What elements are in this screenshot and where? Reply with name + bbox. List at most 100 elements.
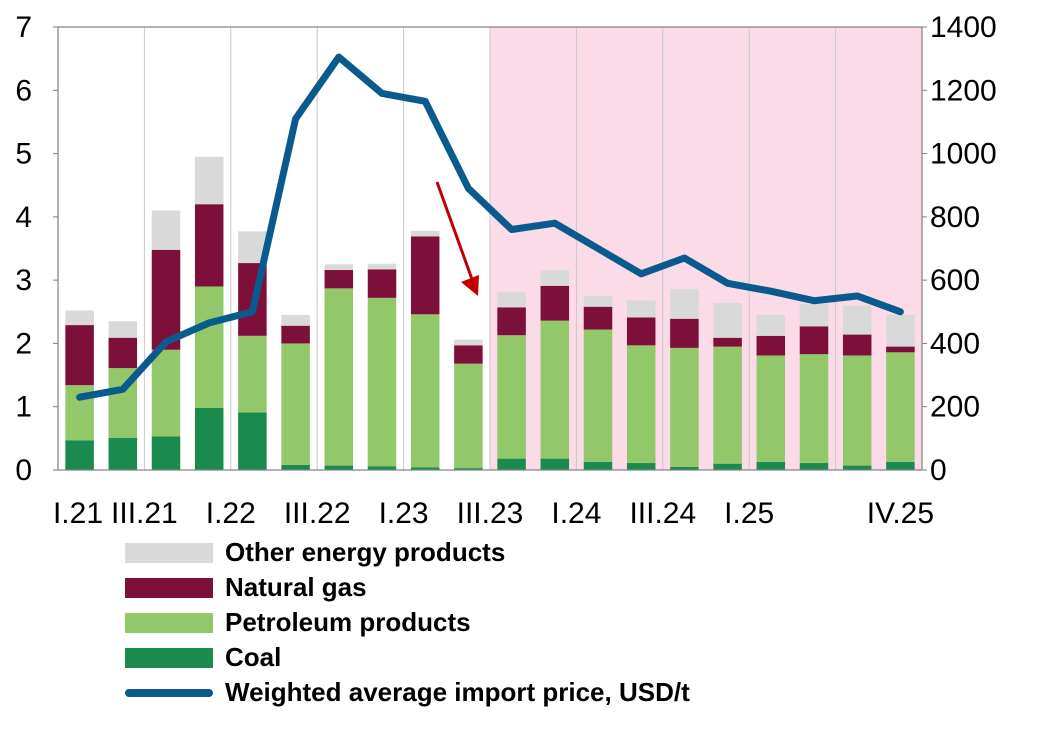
bar-coal [756,461,786,470]
y-right-tick-label: 1200 [930,74,997,107]
x-tick-label: III.24 [629,497,696,530]
legend-item-import-price: Weighted average import price, USD/t [125,675,690,710]
bar-coal [238,412,267,470]
y-left-tick-label: 3 [15,264,32,297]
legend: Other energy products Natural gas Petrol… [125,535,690,710]
legend-swatch-coal [125,647,213,668]
bar-petroleum [410,314,440,468]
legend-swatch-import-price [125,688,213,697]
bar-other-energy [670,289,699,319]
plot-frame [57,26,923,471]
bar-coal [194,407,224,470]
bar-other-energy [410,230,440,237]
x-tick-label: III.22 [284,497,351,530]
x-tick-label: I.21 [53,497,103,530]
bar-petroleum [886,352,915,462]
y-right-tick-label: 200 [930,391,980,424]
bar-coal [410,467,440,470]
legend-swatch-petroleum [125,612,213,633]
legend-swatch-other-energy [125,542,213,563]
bar-other-energy [281,314,310,326]
y-left-tick-label: 0 [15,454,32,487]
y-left-tick-label: 6 [15,74,32,107]
bar-coal [670,466,699,470]
legend-label-petroleum: Petroleum products [225,607,471,637]
bar-petroleum [583,329,613,462]
x-tick-label: III.21 [111,497,178,530]
x-tick-label: III.23 [457,497,524,530]
y-left-tick-label: 2 [15,327,32,360]
bar-petroleum [194,286,224,408]
annotation-arrow-shaft [435,181,475,283]
bar-natural-gas [842,334,872,356]
y-right-tick-label: 800 [930,201,980,234]
bar-coal [324,465,354,470]
bar-coal [454,468,483,470]
bar-coal [151,436,181,470]
bar-other-energy [194,156,224,205]
bar-coal [713,463,742,470]
bar-natural-gas [324,270,354,289]
bar-other-energy [756,314,786,336]
bar-natural-gas [65,325,94,386]
bar-petroleum [497,335,526,459]
legend-swatch-natural-gas [125,577,213,598]
bar-coal [281,464,310,470]
bar-petroleum [713,346,742,464]
bar-petroleum [799,354,829,464]
legend-label-coal: Coal [225,642,282,672]
bar-natural-gas [151,249,181,350]
legend-item-other-energy: Other energy products [125,535,690,570]
x-tick-label: I.24 [551,497,601,530]
bar-other-energy [886,314,915,347]
bar-petroleum [626,345,656,464]
bar-coal [497,458,526,470]
bar-other-energy [497,292,526,308]
bar-other-energy [626,300,656,318]
legend-label-natural-gas: Natural gas [225,572,367,602]
bar-natural-gas [756,335,786,356]
x-tick-label: IV.25 [867,497,934,530]
bar-other-energy [583,295,613,307]
bar-other-energy [713,302,742,338]
bar-petroleum [842,355,872,466]
bar-petroleum [756,355,786,462]
bar-other-energy [324,264,354,271]
y-left-tick-label: 5 [15,138,32,171]
bar-petroleum [324,288,354,466]
bar-petroleum [670,347,699,467]
legend-label-other-energy: Other energy products [225,537,506,567]
y-right-tick-label: 1000 [930,138,997,171]
bar-coal [540,458,570,470]
bar-other-energy [65,310,94,326]
bar-petroleum [454,363,483,469]
y-left-tick-label: 4 [15,201,32,234]
bar-natural-gas [540,285,570,321]
bar-coal [367,466,397,470]
legend-item-petroleum: Petroleum products [125,605,690,640]
bar-coal [886,461,915,470]
bar-natural-gas [410,236,440,315]
bar-other-energy [799,304,829,327]
y-left-tick-label: 1 [15,391,32,424]
annotation-arrow-head [461,275,479,296]
bar-coal [583,461,613,470]
x-tick-label: I.22 [206,497,256,530]
bar-natural-gas [886,346,915,353]
bar-petroleum [238,335,267,413]
bar-other-energy [108,321,138,338]
bar-petroleum [540,320,570,459]
y-right-tick-label: 1400 [930,11,997,44]
bar-petroleum [151,349,181,437]
bar-coal [108,437,138,470]
bar-natural-gas [670,318,699,348]
bar-other-energy [540,270,570,286]
bar-natural-gas [497,307,526,336]
y-left-tick-label: 7 [15,11,32,44]
bar-petroleum [367,297,397,467]
bar-natural-gas [454,345,483,364]
import-price-line [76,53,904,401]
bar-natural-gas [367,269,397,298]
bar-natural-gas [108,337,138,369]
